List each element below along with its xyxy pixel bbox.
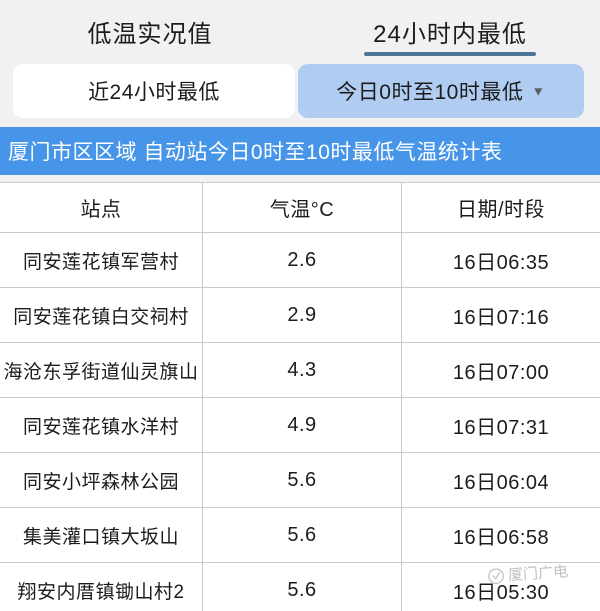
active-tab-underline (364, 52, 536, 56)
table-header-row: 站点 气温°C 日期/时段 (0, 183, 600, 233)
table-row: 同安小坪森林公园 5.6 16日06:04 (0, 453, 600, 508)
sub-tab-bar: 近24小时最低 今日0时至10时最低 ▼ (0, 62, 600, 120)
time-cell: 16日06:58 (452, 526, 550, 549)
table-row: 同安莲花镇水洋村 4.9 16日07:31 (0, 398, 600, 453)
station-cell: 同安莲花镇水洋村 (22, 416, 179, 438)
temp-cell: 2.6 (202, 233, 402, 287)
station-cell: 同安小坪森林公园 (22, 471, 179, 493)
time-cell: 16日05:30 (452, 581, 550, 604)
time-cell: 16日06:35 (452, 251, 550, 274)
subtab-today-0-to-10-lowest-label: 今日0时至10时最低 (336, 81, 524, 104)
station-cell: 同安莲花镇军营村 (22, 251, 179, 273)
temp-cell: 4.3 (202, 343, 402, 397)
tab-24h-lowest[interactable]: 24小时内最低 (300, 0, 600, 62)
table-title-banner: 厦门市区区域 自动站今日0时至10时最低气温统计表 (0, 127, 600, 175)
station-cell: 翔安内厝镇锄山村2 (17, 581, 185, 603)
subtab-today-0-to-10-lowest[interactable]: 今日0时至10时最低 ▼ (298, 64, 584, 118)
temperature-table: 站点 气温°C 日期/时段 同安莲花镇军营村 2.6 16日06:35 同安莲花… (0, 182, 600, 611)
time-cell: 16日07:00 (452, 361, 550, 384)
table-row: 海沧东孚街道仙灵旗山 4.3 16日07:00 (0, 343, 600, 398)
table-row: 翔安内厝镇锄山村2 5.6 16日05:30 (0, 563, 600, 611)
time-cell: 16日07:16 (452, 306, 550, 329)
top-tab-bar: 低温实况值 24小时内最低 (0, 0, 600, 62)
table-row: 同安莲花镇军营村 2.6 16日06:35 (0, 233, 600, 288)
table-title: 厦门市区区域 自动站今日0时至10时最低气温统计表 (8, 141, 503, 164)
tab-low-temp-actual-label: 低温实况值 (87, 20, 213, 48)
table-row: 集美灌口镇大坂山 5.6 16日06:58 (0, 508, 600, 563)
time-cell: 16日07:31 (452, 416, 550, 439)
header-time: 日期/时段 (456, 199, 546, 221)
table-row: 同安莲花镇白交祠村 2.9 16日07:16 (0, 288, 600, 343)
tab-24h-lowest-label: 24小时内最低 (373, 20, 527, 48)
station-cell: 海沧东孚街道仙灵旗山 (3, 361, 199, 383)
time-cell: 16日06:04 (452, 471, 550, 494)
header-station: 站点 (80, 199, 122, 221)
dropdown-arrow-icon: ▼ (531, 83, 546, 99)
temp-cell: 4.9 (202, 398, 402, 452)
header-temp: 气温°C (202, 183, 402, 232)
temp-cell: 5.6 (202, 563, 402, 611)
subtab-last-24h-lowest-label: 近24小时最低 (88, 81, 220, 104)
subtab-last-24h-lowest[interactable]: 近24小时最低 (13, 64, 295, 118)
temp-cell: 5.6 (202, 508, 402, 562)
temp-cell: 2.9 (202, 288, 402, 342)
station-cell: 集美灌口镇大坂山 (22, 526, 179, 548)
tab-low-temp-actual[interactable]: 低温实况值 (0, 0, 300, 62)
station-cell: 同安莲花镇白交祠村 (13, 306, 189, 328)
temp-cell: 5.6 (202, 453, 402, 507)
